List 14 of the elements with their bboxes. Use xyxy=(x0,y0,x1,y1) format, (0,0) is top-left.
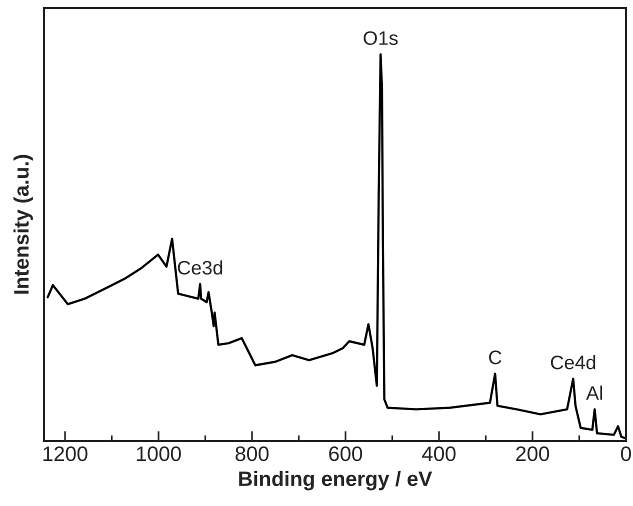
annotation: O1s xyxy=(364,31,398,45)
x-tick-label: 0 xyxy=(621,446,631,462)
x-tick-label: 1200 xyxy=(43,446,88,462)
x-tick-label: 1000 xyxy=(136,446,181,462)
annotation: C xyxy=(489,350,502,364)
x-tick-label: 800 xyxy=(236,446,269,462)
annotation: Ce4d xyxy=(550,355,596,370)
annotation: Ce3d xyxy=(178,260,222,275)
x-tick-label: 400 xyxy=(422,446,456,462)
x-tick-label: 600 xyxy=(329,446,362,462)
x-tick-label: 200 xyxy=(516,446,550,462)
annotation: Al xyxy=(586,386,602,400)
x-axis-title: Binding energy / eV xyxy=(239,470,432,490)
y-axis-title: Intensity (a.u.) xyxy=(13,154,33,294)
